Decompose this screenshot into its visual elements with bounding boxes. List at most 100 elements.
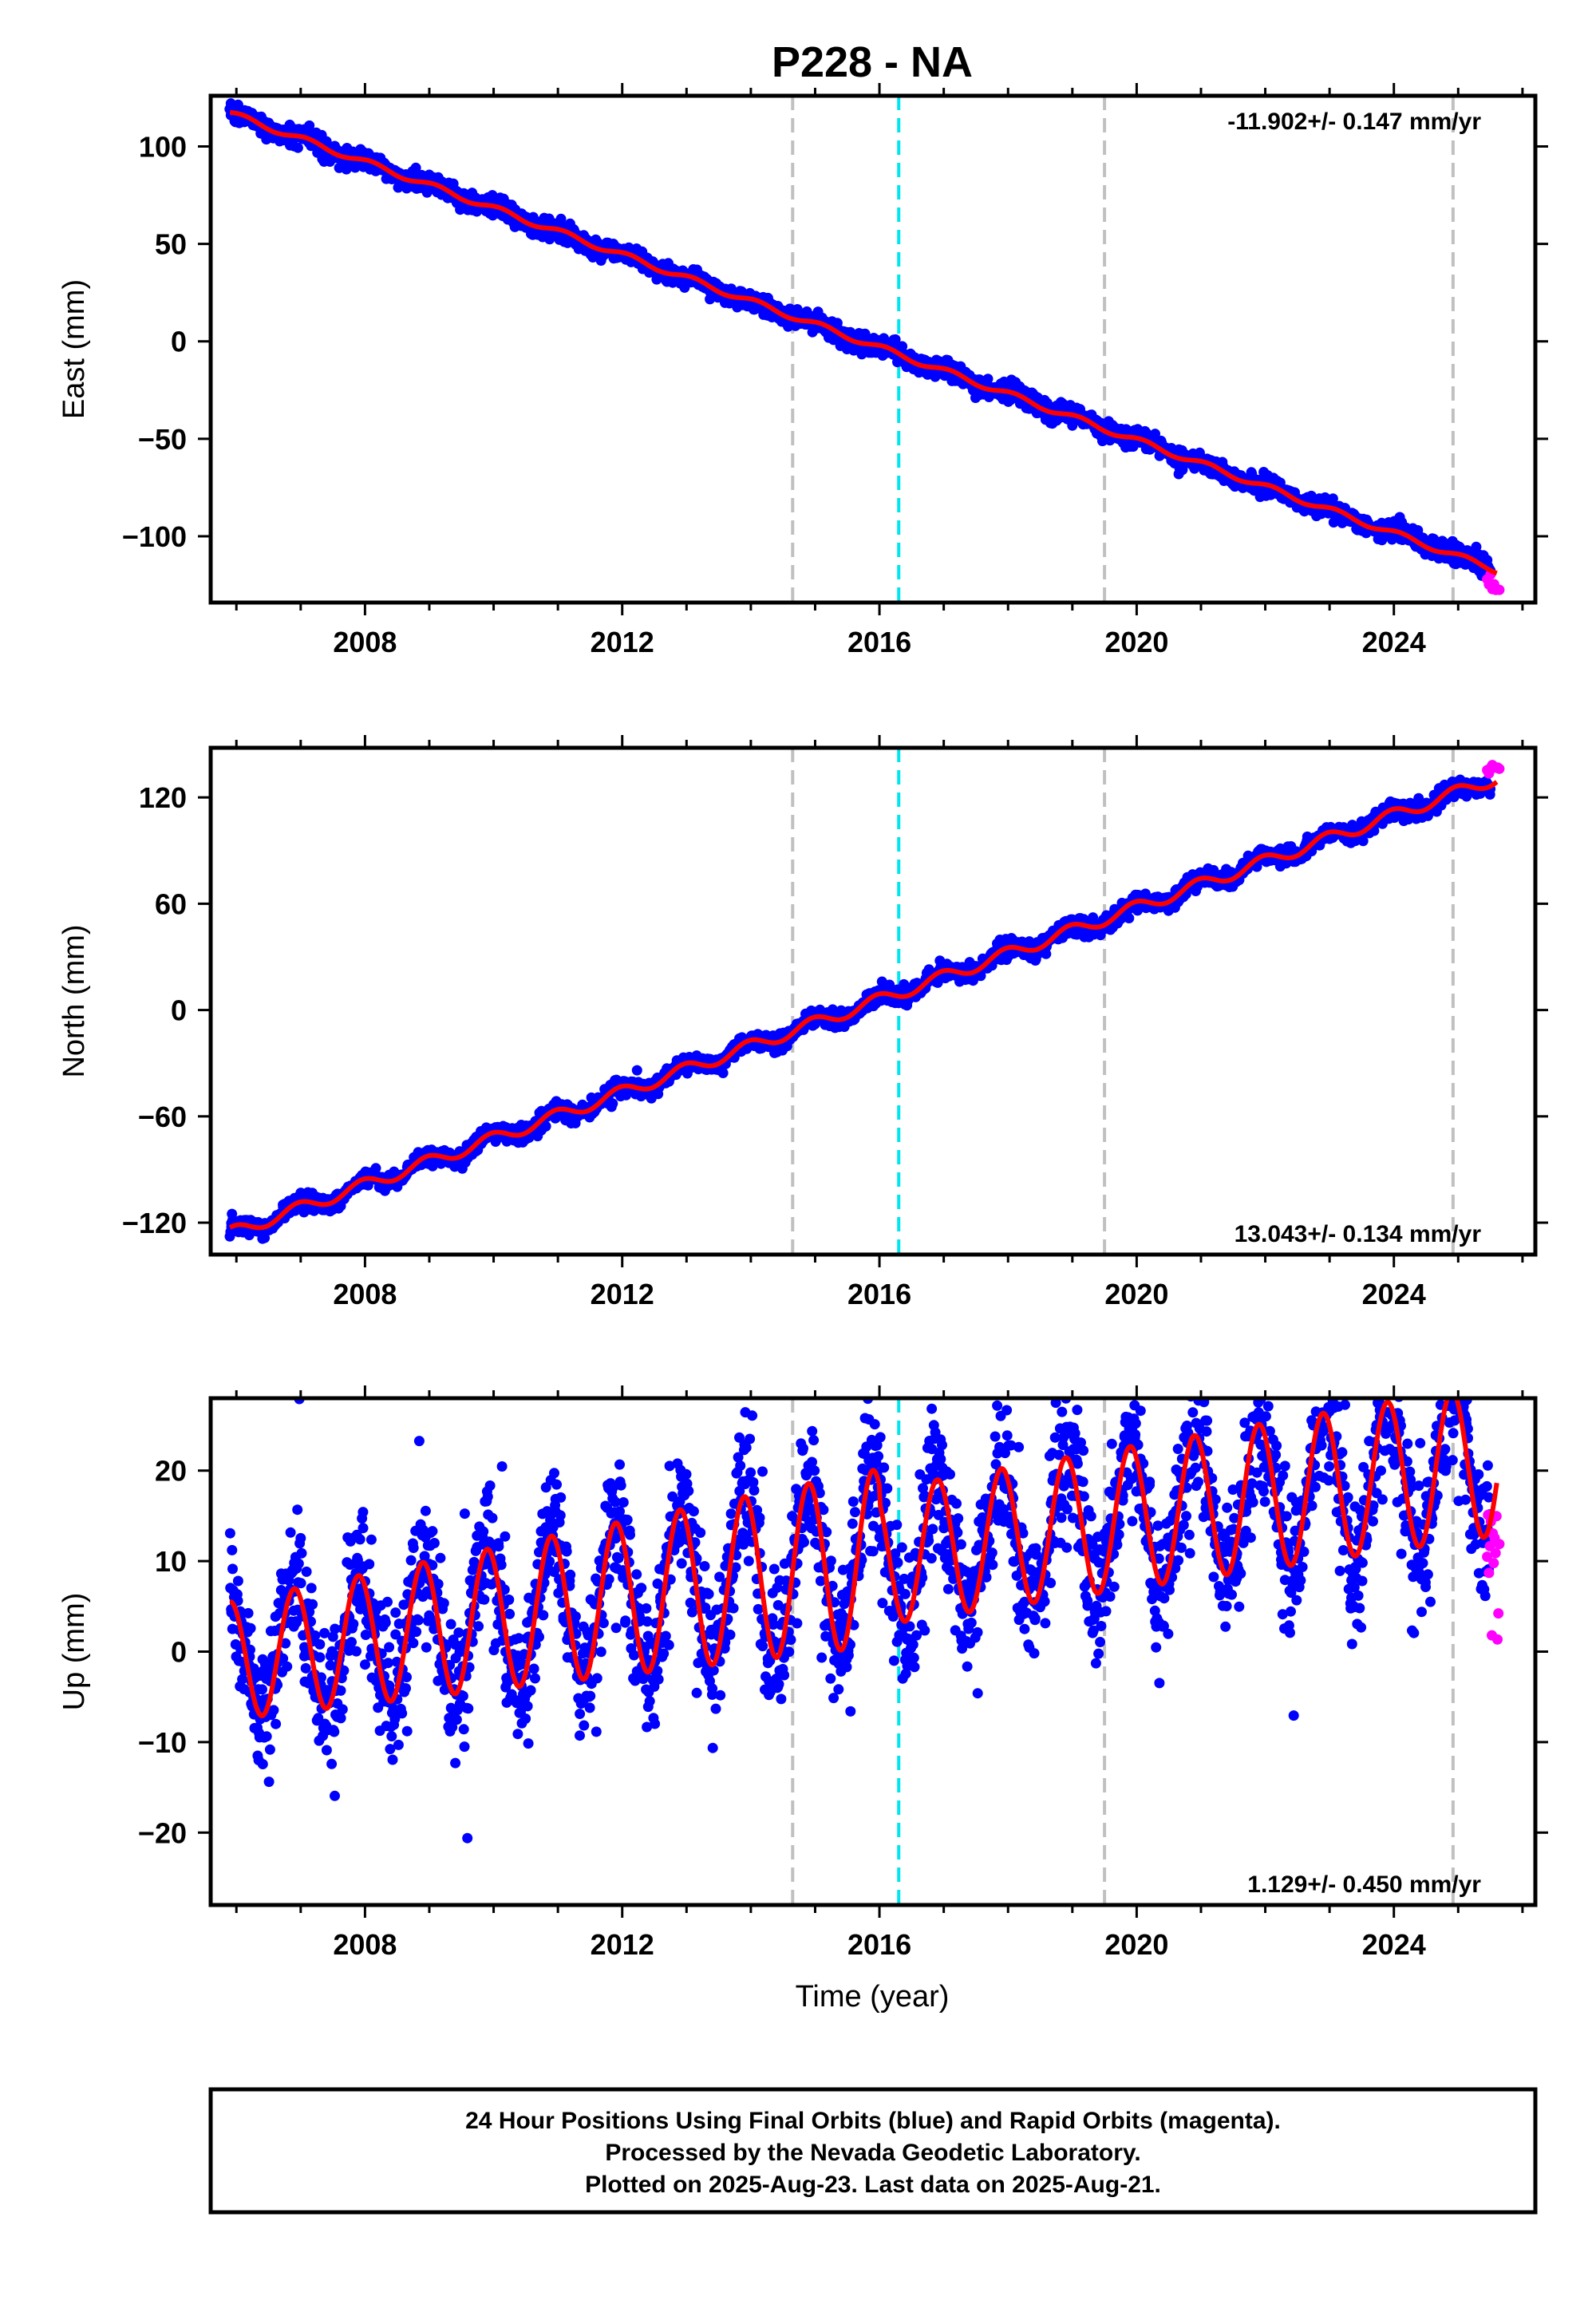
east-rate-label: -11.902+/- 0.147 mm/yr (1227, 109, 1481, 135)
east-y-tick-label: −50 (138, 423, 187, 456)
east-data-layer (224, 96, 1505, 603)
east-x-tick-label: 2020 (1104, 626, 1168, 658)
up-point (261, 1731, 272, 1742)
up-point (401, 1672, 412, 1682)
north-point (1124, 913, 1135, 923)
up-point (245, 1622, 256, 1634)
up-point (393, 1739, 404, 1750)
up-point (401, 1725, 413, 1737)
up-point (427, 1526, 438, 1537)
up-point (292, 1504, 303, 1516)
east-x-tick-label: 2016 (847, 626, 911, 658)
east-y-axis-label: East (mm) (57, 279, 91, 419)
up-point (413, 1614, 424, 1626)
chart-title: P228 - NA (772, 38, 973, 86)
east-x-tick-label: 2008 (333, 626, 397, 658)
up-point (380, 1617, 391, 1628)
up-point (330, 1790, 340, 1801)
up-point (293, 1558, 304, 1569)
up-point (346, 1637, 357, 1648)
east-point (1150, 429, 1160, 440)
up-point (227, 1563, 238, 1575)
up-point (401, 1683, 411, 1694)
up-point (263, 1777, 275, 1788)
east-point (982, 373, 994, 385)
up-point (224, 1528, 235, 1539)
up-point (360, 1659, 370, 1670)
up-point (335, 1713, 346, 1724)
up-point (314, 1638, 326, 1650)
up-point (351, 1646, 361, 1657)
east-point (410, 162, 421, 173)
up-point (232, 1575, 243, 1587)
up-point (243, 1607, 254, 1618)
up-point (397, 1708, 408, 1719)
east-rapid-orbit-points (1482, 569, 1505, 595)
up-point (257, 1684, 267, 1695)
up-point (429, 1538, 440, 1548)
up-point (296, 1547, 307, 1559)
north-point (1251, 861, 1262, 872)
east-plot-frame (208, 93, 1538, 605)
up-point (390, 1607, 401, 1618)
east-y-tick-label: 50 (155, 228, 187, 261)
east-y-tick-label: −100 (122, 520, 187, 553)
up-point (301, 1566, 312, 1577)
up-point (420, 1505, 431, 1516)
up-point (310, 1630, 321, 1641)
north-data-layer (224, 748, 1505, 1255)
up-point (314, 1652, 326, 1663)
north-x-tick-label: 2008 (333, 1278, 397, 1310)
north-point (717, 1068, 729, 1078)
north-point (370, 1163, 381, 1174)
up-point (295, 1578, 306, 1589)
north-point (540, 1120, 551, 1132)
up-point (295, 1532, 306, 1543)
north-x-tick-label: 2012 (591, 1278, 654, 1310)
up-point (405, 1555, 417, 1566)
up-point (384, 1642, 395, 1653)
east-y-tick-label: 100 (139, 131, 187, 164)
up-point (329, 1726, 340, 1737)
up-point (421, 1642, 432, 1653)
east-model-fit-line (229, 109, 1498, 576)
east-point (897, 341, 908, 352)
north-point (631, 1065, 642, 1076)
up-point (348, 1618, 359, 1630)
up-point (257, 1759, 268, 1769)
east-point (1471, 541, 1482, 552)
up-point (337, 1704, 348, 1715)
up-point (271, 1718, 282, 1729)
up-point (227, 1544, 238, 1555)
north-y-tick-label: 120 (139, 781, 187, 814)
east-point (1327, 493, 1338, 504)
east-rapid-point (1494, 584, 1505, 595)
up-point (300, 1662, 311, 1674)
panels-group: 2008 2012 2016 2020 2024 100 50 0 −50 −100 East (m… (57, 83, 1548, 1961)
up-point (326, 1758, 338, 1769)
up-point (413, 1436, 425, 1447)
north-x-tick-label: 2016 (847, 1278, 911, 1310)
north-point (259, 1232, 271, 1243)
up-point (408, 1638, 419, 1649)
up-point (387, 1754, 398, 1765)
north-rapid-point (1494, 763, 1505, 774)
east-y-tick-label: 0 (171, 326, 187, 358)
up-point (382, 1596, 393, 1607)
up-point (358, 1507, 369, 1518)
up-point (321, 1745, 332, 1756)
east-x-tick-label: 2024 (1362, 626, 1426, 658)
up-point (354, 1534, 365, 1545)
up-point (364, 1559, 375, 1570)
north-x-tick-label: 2020 (1104, 1278, 1168, 1310)
north-y-tick-label: 60 (155, 887, 187, 920)
up-point (365, 1534, 377, 1545)
up-point (358, 1523, 369, 1534)
up-point (282, 1661, 293, 1672)
east-point (292, 142, 303, 153)
north-point (607, 1098, 618, 1109)
north-y-tick-label: −60 (138, 1101, 187, 1133)
